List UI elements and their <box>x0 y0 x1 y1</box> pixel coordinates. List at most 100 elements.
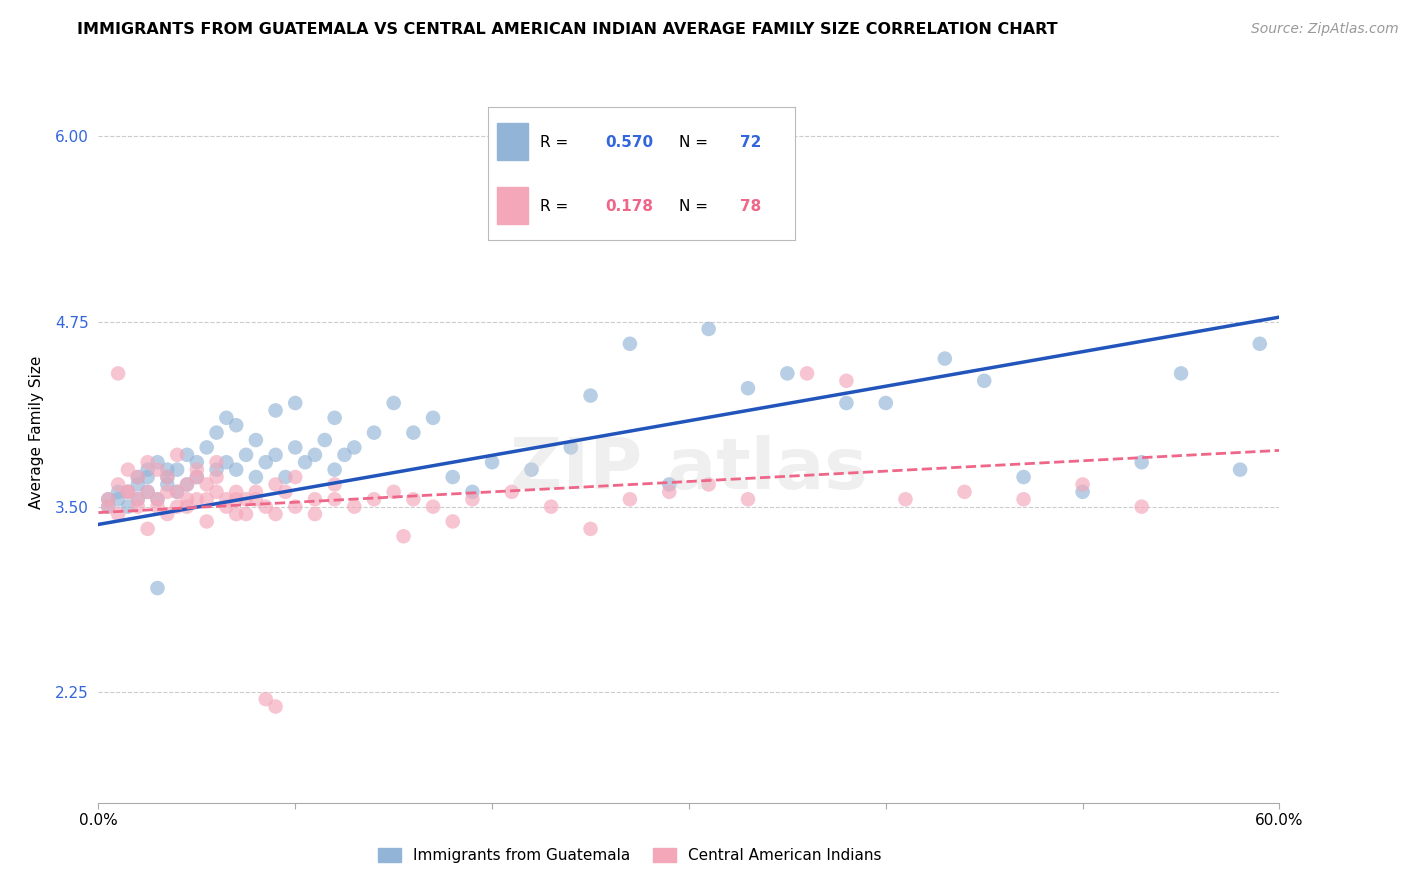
Point <box>658 484 681 499</box>
Point <box>107 492 129 507</box>
Point <box>658 477 681 491</box>
Point <box>343 441 366 455</box>
Y-axis label: Average Family Size: Average Family Size <box>28 356 44 509</box>
Point <box>205 470 228 484</box>
Point <box>254 455 277 469</box>
Point <box>323 492 346 507</box>
Point <box>274 484 297 499</box>
Point <box>117 462 139 476</box>
Point <box>1012 470 1035 484</box>
Point <box>127 470 149 484</box>
Point <box>146 455 169 469</box>
Point <box>195 492 218 507</box>
Point <box>1249 336 1271 351</box>
Point <box>97 500 120 514</box>
Point <box>97 492 120 507</box>
Point <box>127 492 149 507</box>
Point <box>146 462 169 476</box>
Point <box>186 492 208 507</box>
Point <box>127 500 149 514</box>
Point <box>176 500 198 514</box>
Point <box>422 410 444 425</box>
Point <box>127 477 149 491</box>
Point <box>461 484 484 499</box>
Point <box>382 396 405 410</box>
Point <box>382 484 405 499</box>
Point <box>156 470 179 484</box>
Point <box>107 367 129 381</box>
Point <box>284 396 307 410</box>
Point <box>363 492 385 507</box>
Point <box>333 448 356 462</box>
Point <box>304 492 326 507</box>
Point <box>225 507 247 521</box>
Point <box>97 492 120 507</box>
Point <box>264 507 287 521</box>
Point <box>953 484 976 499</box>
Point <box>441 515 464 529</box>
Point <box>441 470 464 484</box>
Point <box>697 477 720 491</box>
Point <box>254 500 277 514</box>
Point <box>1130 500 1153 514</box>
Point <box>323 477 346 491</box>
Point <box>176 477 198 491</box>
Point <box>796 367 818 381</box>
Point <box>117 484 139 499</box>
Point <box>481 455 503 469</box>
Point <box>254 692 277 706</box>
Point <box>1170 367 1192 381</box>
Point <box>205 484 228 499</box>
Point <box>195 477 218 491</box>
Point <box>973 374 995 388</box>
Point <box>737 492 759 507</box>
Point <box>136 462 159 476</box>
Point <box>323 410 346 425</box>
Point <box>225 462 247 476</box>
Point <box>176 492 198 507</box>
Point <box>225 484 247 499</box>
Point <box>156 507 179 521</box>
Point <box>156 470 179 484</box>
Point <box>235 448 257 462</box>
Point <box>697 322 720 336</box>
Point <box>392 529 415 543</box>
Point <box>146 492 169 507</box>
Text: Source: ZipAtlas.com: Source: ZipAtlas.com <box>1251 22 1399 37</box>
Point <box>235 507 257 521</box>
Point <box>314 433 336 447</box>
Point <box>117 484 139 499</box>
Point <box>737 381 759 395</box>
Point <box>195 441 218 455</box>
Point <box>146 500 169 514</box>
Point <box>1071 477 1094 491</box>
Point <box>205 455 228 469</box>
Point <box>215 500 238 514</box>
Point <box>264 477 287 491</box>
Point <box>146 492 169 507</box>
Point <box>166 462 188 476</box>
Point <box>284 500 307 514</box>
Point <box>136 484 159 499</box>
Point <box>235 492 257 507</box>
Point <box>136 522 159 536</box>
Point <box>156 477 179 491</box>
Point <box>520 462 543 476</box>
Text: IMMIGRANTS FROM GUATEMALA VS CENTRAL AMERICAN INDIAN AVERAGE FAMILY SIZE CORRELA: IMMIGRANTS FROM GUATEMALA VS CENTRAL AME… <box>77 22 1057 37</box>
Point <box>304 448 326 462</box>
Point <box>343 500 366 514</box>
Point <box>176 477 198 491</box>
Point <box>195 515 218 529</box>
Point <box>166 500 188 514</box>
Point <box>156 484 179 499</box>
Point <box>1071 484 1094 499</box>
Point <box>136 470 159 484</box>
Point <box>284 441 307 455</box>
Point <box>136 455 159 469</box>
Point <box>776 367 799 381</box>
Point <box>540 500 562 514</box>
Point <box>136 484 159 499</box>
Point <box>205 425 228 440</box>
Point <box>127 492 149 507</box>
Point <box>146 581 169 595</box>
